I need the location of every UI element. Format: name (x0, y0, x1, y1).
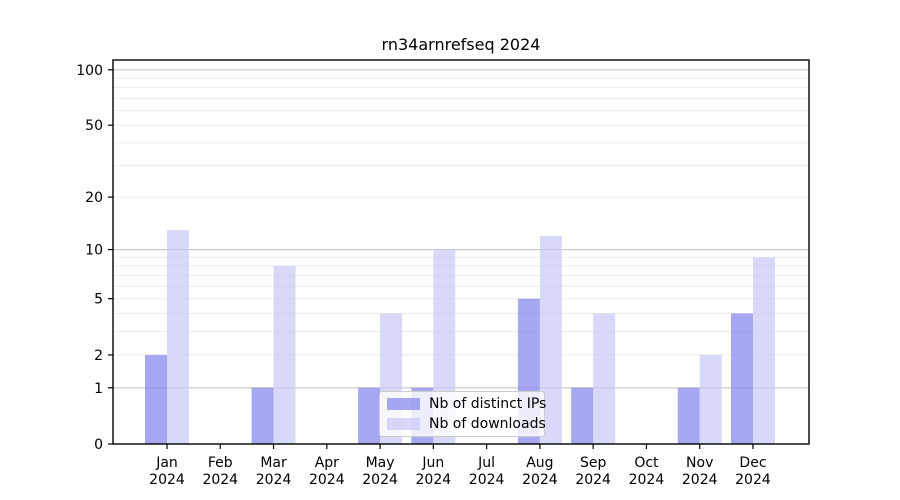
bar-distinct-ips-may (358, 387, 381, 444)
bar-distinct-ips-jan (145, 354, 167, 444)
downloads-swatch-icon (387, 418, 420, 430)
x-tick-label-feb-2024: Feb 2024 (202, 455, 238, 488)
x-tick-label-oct-2024: Oct 2024 (629, 455, 665, 488)
plot-frame (112, 59, 810, 445)
y-tick-label-20: 20 (85, 190, 103, 206)
legend: Nb of distinct IPs Nb of downloads (379, 391, 546, 437)
legend-item-downloads: Nb of downloads (387, 416, 546, 432)
bar-distinct-ips-sep (571, 387, 594, 444)
y-tick-label-0: 0 (94, 437, 103, 453)
bar-downloads-sep (593, 313, 616, 444)
x-tick-label-jul-2024: Jul 2024 (469, 455, 505, 488)
x-tick-label-may-2024: May 2024 (362, 455, 398, 488)
x-tick-label-jan-2024: Jan 2024 (149, 455, 185, 488)
distinct-ips-swatch-icon (387, 398, 420, 410)
x-tick-label-aug-2024: Aug 2024 (522, 455, 558, 488)
y-tick-label-1: 1 (94, 381, 103, 397)
y-tick-label-50: 50 (85, 118, 103, 134)
legend-item-distinct-ips: Nb of distinct IPs (387, 396, 546, 412)
x-tick-label-mar-2024: Mar 2024 (256, 455, 292, 488)
bar-distinct-ips-dec (730, 313, 753, 444)
legend-label: Nb of distinct IPs (429, 396, 547, 412)
bar-downloads-jan (167, 230, 189, 444)
bar-downloads-mar (273, 265, 296, 444)
y-tick-label-100: 100 (76, 63, 103, 79)
x-tick-label-jun-2024: Jun 2024 (416, 455, 452, 488)
x-tick-label-dec-2024: Dec 2024 (735, 455, 771, 488)
x-tick-label-nov-2024: Nov 2024 (682, 455, 718, 488)
bar-distinct-ips-nov (677, 387, 700, 444)
y-tick-label-10: 10 (85, 243, 103, 259)
x-tick-label-apr-2024: Apr 2024 (309, 455, 345, 488)
y-tick-label-5: 5 (94, 292, 103, 308)
bar-downloads-nov (699, 354, 722, 444)
bar-downloads-aug (539, 236, 562, 444)
bar-distinct-ips-mar (251, 387, 274, 444)
x-tick-label-sep-2024: Sep 2024 (575, 455, 611, 488)
bar-downloads-dec (752, 257, 775, 444)
chart-title: rn34arnrefseq 2024 (381, 35, 541, 54)
legend-label: Nb of downloads (429, 416, 546, 432)
y-tick-label-2: 2 (94, 348, 103, 364)
